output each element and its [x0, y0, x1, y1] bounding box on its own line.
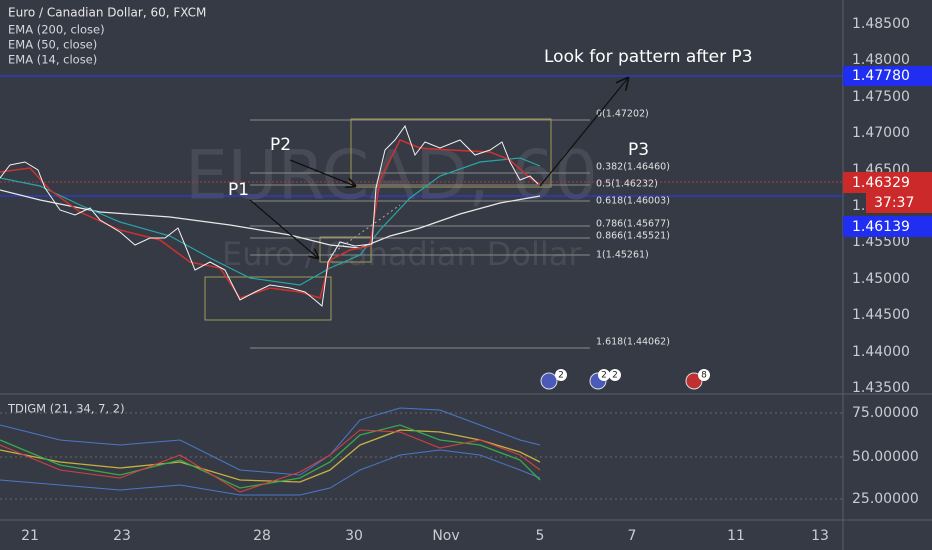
osc-fast: [0, 429, 541, 493]
price-badge: [843, 66, 932, 86]
price-axis: 1.48500 1.48000 1.47500 1.47000 1.46500 …: [843, 16, 932, 396]
time-axis: 21 23 28 30 Nov 5 7 11 13: [21, 528, 829, 544]
event-badge: [598, 369, 610, 381]
time-tick: 11: [727, 528, 745, 544]
point-label: P2: [270, 135, 291, 155]
price-tick: 1.47000: [852, 125, 910, 141]
arrow: [539, 78, 628, 187]
price-tick: 1.48500: [852, 16, 910, 32]
time-tick: 30: [345, 528, 363, 544]
event-count: 2: [612, 371, 618, 381]
note: Look for pattern after P3: [544, 47, 753, 67]
price-tick: 1.47500: [852, 89, 910, 105]
event-count: 2: [601, 371, 607, 381]
price-badge: [843, 172, 932, 193]
time-tick: 7: [628, 528, 637, 544]
time-tick: 21: [21, 528, 39, 544]
osc-tick: 25.00000: [852, 491, 919, 507]
fib-label: 0.618(1.46003): [596, 196, 670, 207]
price-tick: 1.45500: [852, 234, 910, 250]
time-tick: 23: [113, 528, 131, 544]
time-tick: 28: [253, 528, 271, 544]
range-box: [350, 118, 552, 188]
osc-tick: 75.00000: [852, 405, 919, 421]
event-icon: [540, 372, 558, 390]
price-tick: 1.45000: [852, 271, 910, 287]
fib-label: 1(1.45261): [596, 250, 649, 261]
osc-tick: 50.00000: [852, 449, 919, 465]
event-badge: [555, 369, 567, 381]
watermark-name: Euro / Canadian Dollar: [222, 235, 582, 273]
watermark-symbol: EURCAD, 60: [185, 137, 598, 216]
osc-band-lower: [0, 449, 541, 496]
price-badge: [843, 216, 932, 237]
countdown-badge: [866, 193, 932, 213]
fib-label: 0(1.47202): [596, 109, 649, 120]
price-tick: 1.44500: [852, 307, 910, 323]
ema-200: [0, 189, 541, 249]
indicator: EMA (14, close): [8, 53, 97, 67]
time-tick: 13: [811, 528, 829, 544]
oscillator-label: TDIGM (21, 34, 7, 2): [7, 402, 125, 416]
event-count: 2: [558, 371, 564, 381]
indicator: EMA (50, close): [8, 38, 97, 52]
price-tick: 1.43500: [852, 380, 910, 396]
point-label: P3: [628, 140, 649, 160]
range-box: [204, 276, 332, 321]
event-count: 8: [701, 371, 707, 381]
event-icon: [685, 372, 703, 390]
fib-label: 0.866(1.45521): [596, 231, 670, 242]
price-badge-text: 1.47780: [852, 68, 910, 84]
event-badge: [698, 369, 710, 381]
symbol-header: Euro / Canadian Dollar, 60, FXCM: [8, 6, 206, 20]
price-line: [0, 124, 539, 307]
ema-50: [0, 157, 541, 286]
time-tick: 5: [536, 528, 545, 544]
arrow: [289, 159, 355, 186]
price-badge-text: 1.46139: [852, 219, 910, 235]
trend-line: [329, 204, 401, 256]
fib-label: 1.618(1.44062): [596, 337, 670, 348]
fib-label: 0.382(1.46460): [596, 162, 670, 173]
osc-rsi: [0, 424, 541, 489]
countdown-text: 37:37: [874, 195, 914, 211]
point-label: P1: [228, 180, 249, 200]
fib-label: 0.786(1.45677): [596, 219, 670, 230]
events: 2 2 2 8: [540, 369, 710, 390]
fib-label: 0.5(1.46232): [596, 179, 658, 190]
event-badge: [609, 369, 621, 381]
arrow: [249, 199, 318, 258]
time-tick: Nov: [432, 528, 459, 544]
indicator: EMA (200, close): [8, 23, 105, 37]
fib-retracement: 0(1.47202) 0.382(1.46460) 0.5(1.46232) 0…: [250, 109, 670, 349]
price-badge-text: 1.46329: [852, 175, 910, 191]
oscillator-pane: TDIGM (21, 34, 7, 2) 75.00000 50.00000 2…: [0, 402, 919, 507]
price-tick: 1.44000: [852, 344, 910, 360]
price-tick: 1.48000: [852, 52, 910, 68]
